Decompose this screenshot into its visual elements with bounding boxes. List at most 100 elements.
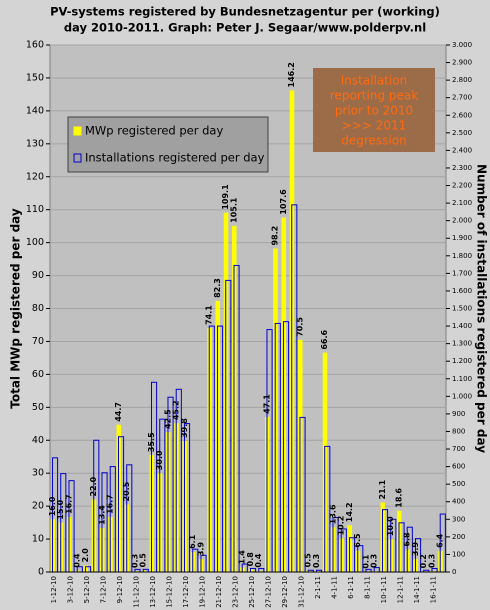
value-label: 10.0 (386, 516, 395, 536)
y2-tick-label: 2.000 (452, 217, 472, 225)
value-label: 0.3 (130, 554, 139, 568)
value-label: 70.5 (295, 317, 304, 337)
y-axis-label: Total MWp registered per day (9, 208, 23, 409)
x-tick-label: 13-12-10 (149, 576, 157, 608)
x-tick-label: 19-12-10 (199, 576, 207, 608)
annotation: Installation (341, 74, 407, 88)
y-tick-label: 110 (26, 204, 44, 215)
value-label: 74.1 (205, 305, 214, 325)
y2-tick-label: 900 (452, 410, 465, 418)
x-tick-label: 31-12-10 (298, 576, 306, 608)
annotation: reporting peak (330, 89, 418, 103)
y2-tick-label: 1.500 (452, 305, 472, 313)
value-label: 107.6 (279, 189, 288, 215)
legend-label: MWp registered per day (85, 124, 223, 138)
value-label: 6.8 (403, 532, 412, 547)
y2-tick-label: 2.500 (452, 129, 472, 137)
x-tick-label: 16-1-11 (430, 576, 438, 603)
value-label: 98.2 (271, 226, 280, 246)
x-tick-label: 11-12-10 (133, 576, 141, 608)
x-tick-label: 23-12-10 (232, 576, 240, 608)
x-tick-label: 3-12-10 (67, 576, 75, 603)
y2-tick-label: 2.300 (452, 164, 472, 172)
y2-tick-label: 2.100 (452, 199, 472, 207)
y2-tick-label: 600 (452, 463, 465, 471)
chart-title: PV-systems registered by Bundesnetzagent… (50, 5, 440, 19)
x-tick-label: 27-12-10 (265, 576, 273, 608)
x-tick-label: 4-1-11 (331, 576, 339, 599)
value-label: 18.6 (394, 488, 403, 508)
value-label: 0.5 (304, 553, 313, 568)
value-label: 16.7 (64, 494, 73, 514)
y2-tick-label: 2.200 (452, 182, 472, 190)
value-label: 0.4 (73, 553, 82, 568)
y-tick-label: 90 (32, 270, 44, 281)
x-tick-label: 17-12-10 (182, 576, 190, 608)
y2-tick-label: 100 (452, 550, 465, 558)
y2-tick-label: 1.000 (452, 392, 472, 400)
value-label: 30.0 (155, 450, 164, 470)
y2-tick-label: 1.800 (452, 252, 472, 260)
value-label: 0.5 (139, 553, 148, 568)
value-label: 0.8 (246, 552, 255, 567)
y2-tick-label: 1.400 (452, 322, 472, 330)
value-label: 6.5 (353, 533, 362, 548)
value-label: 45.2 (172, 400, 181, 420)
y2-tick-label: 1.700 (452, 269, 472, 277)
x-tick-label: 2-1-11 (314, 576, 322, 599)
annotation: degression (341, 134, 406, 148)
value-label: 66.6 (320, 329, 329, 349)
y-tick-label: 60 (32, 369, 44, 380)
annotation: prior to 2010 (335, 104, 413, 118)
y-tick-label: 20 (32, 501, 44, 512)
y2-tick-label: 1.200 (452, 357, 472, 365)
value-label: 16.0 (48, 496, 57, 516)
value-label: 0.4 (254, 553, 263, 568)
x-tick-label: 1-12-10 (50, 576, 58, 603)
value-label: 22.0 (89, 476, 98, 496)
value-label: 109.1 (221, 184, 230, 210)
y-tick-label: 120 (26, 171, 44, 182)
value-label: 3.9 (196, 542, 205, 557)
y-tick-label: 70 (32, 336, 44, 347)
y2-axis-label: Number of installations registered per d… (475, 164, 489, 453)
y2-tick-label: 1.300 (452, 340, 472, 348)
value-label: 2.0 (81, 548, 90, 563)
x-tick-label: 14-1-11 (413, 576, 421, 603)
annotation: >>> 2011 (342, 119, 407, 133)
y2-tick-label: 2.800 (452, 76, 472, 84)
value-label: 14.2 (345, 502, 354, 522)
value-label: 47.1 (262, 394, 271, 414)
y-tick-label: 130 (26, 138, 44, 149)
value-label: 1.4 (238, 550, 247, 565)
y2-tick-label: 800 (452, 427, 465, 435)
value-label: 39.8 (180, 418, 189, 438)
y-tick-label: 80 (32, 303, 44, 314)
value-label: 10.2 (337, 516, 346, 536)
y-tick-label: 160 (26, 40, 44, 51)
x-tick-label: 5-12-10 (83, 576, 91, 603)
legend-swatch (73, 153, 82, 163)
x-tick-label: 21-12-10 (215, 576, 223, 608)
y2-tick-label: 2.600 (452, 111, 472, 119)
y2-tick-label: 500 (452, 480, 465, 488)
y2-tick-label: 400 (452, 498, 465, 506)
chart-title: day 2010-2011. Graph: Peter J. Segaar/ww… (64, 21, 426, 35)
value-label: 0.3 (312, 554, 321, 568)
y2-tick-label: 200 (452, 533, 465, 541)
y-tick-label: 0 (38, 567, 44, 578)
y2-tick-label: 2.400 (452, 146, 472, 154)
value-label: 82.3 (213, 278, 222, 298)
y-tick-label: 10 (32, 534, 44, 545)
x-tick-label: 29-12-10 (281, 576, 289, 608)
value-label: 0.1 (361, 554, 370, 569)
value-label: 0.2 (419, 554, 428, 568)
x-tick-label: 25-12-10 (248, 576, 256, 608)
value-label: 6.1 (188, 534, 197, 549)
value-label: 44.7 (114, 402, 123, 422)
y-tick-label: 40 (32, 435, 44, 446)
value-label: 3.9 (411, 542, 420, 557)
y2-tick-label: 2.700 (452, 94, 472, 102)
y-tick-label: 100 (26, 237, 44, 248)
